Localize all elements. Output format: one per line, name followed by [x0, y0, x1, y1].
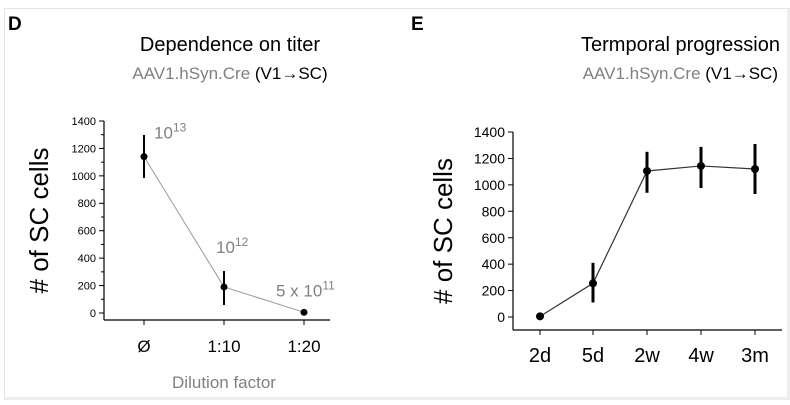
chart-e-subtitle-path: (V1→SC) — [705, 64, 778, 83]
y-tick-label: 200 — [78, 281, 96, 293]
x-tick-label: 4w — [688, 345, 714, 367]
y-tick-label: 1200 — [474, 150, 505, 166]
chart-e-subtitle: AAV1.hSyn.Cre (V1→SC) — [510, 64, 778, 84]
y-tick-label: 400 — [78, 253, 96, 265]
data-point — [643, 166, 651, 175]
data-point — [697, 161, 705, 170]
data-point — [300, 308, 308, 316]
annotation-exponent: 12 — [235, 235, 249, 249]
y-tick-label: 800 — [78, 198, 96, 210]
data-point — [220, 283, 228, 291]
y-axis-label: # of SC cells — [428, 158, 458, 304]
point-annotation: 1013 — [154, 121, 187, 143]
y-tick-label: 600 — [482, 230, 506, 246]
x-tick-label: 2w — [634, 345, 660, 367]
panel-label-d: D — [8, 14, 22, 35]
point-annotation: 5 x 1011 — [276, 278, 335, 300]
y-tick-label: 1400 — [72, 116, 96, 128]
x-tick-label: 2d — [529, 345, 551, 367]
panel-label-e: E — [411, 14, 424, 35]
y-tick-label: 1000 — [72, 171, 96, 183]
point-annotation: 1012 — [216, 235, 249, 257]
figure-frame — [4, 8, 790, 400]
chart-e-title: Termporal progression — [581, 34, 780, 56]
data-point — [751, 165, 759, 173]
y-tick-label: 600 — [78, 226, 96, 238]
x-tick-label: 3m — [741, 345, 769, 367]
data-point — [589, 279, 597, 288]
y-tick-label: 1400 — [474, 124, 505, 140]
y-tick-label: 1200 — [72, 143, 96, 155]
y-tick-label: 0 — [497, 309, 505, 325]
annotation-exponent: 13 — [173, 121, 187, 135]
chart-d-subtitle-path: (V1→SC) — [254, 64, 328, 83]
annotation-base: 5 x 10 — [276, 281, 322, 300]
chart-d-title: Dependence on titer — [139, 34, 321, 56]
chart-d-subtitle-virus: AAV1.hSyn.Cre — [132, 64, 251, 83]
x-tick-label: Ø — [137, 337, 150, 356]
y-tick-label: 0 — [90, 308, 96, 320]
chart-e: 0 200 400 600 800 1000 1200 1400 # of SC cells 2d… — [428, 124, 782, 367]
chart-d-subtitle: AAV1.hSyn.Cre (V1→SC) — [80, 64, 380, 84]
data-point — [140, 153, 148, 161]
y-tick-label: 200 — [482, 283, 506, 299]
x-tick-label: 5d — [582, 345, 604, 367]
y-tick-label: 400 — [482, 256, 506, 272]
y-tick-label: 800 — [482, 203, 506, 219]
chart-d: 0 200 400 600 800 1000 1200 1400 # of SC cells Ø 1… — [24, 116, 335, 392]
y-tick-label: 1000 — [474, 177, 505, 193]
annotation-exponent: 11 — [322, 278, 335, 292]
chart-e-subtitle-virus: AAV1.hSyn.Cre — [582, 64, 701, 83]
x-tick-label: 1:10 — [207, 337, 240, 356]
x-axis-label: Dilution factor — [172, 373, 276, 392]
annotation-base: 10 — [216, 238, 235, 257]
annotation-base: 10 — [154, 124, 173, 143]
x-tick-label: 1:20 — [287, 337, 320, 356]
data-point — [536, 312, 544, 321]
y-axis-label: # of SC cells — [24, 148, 54, 294]
